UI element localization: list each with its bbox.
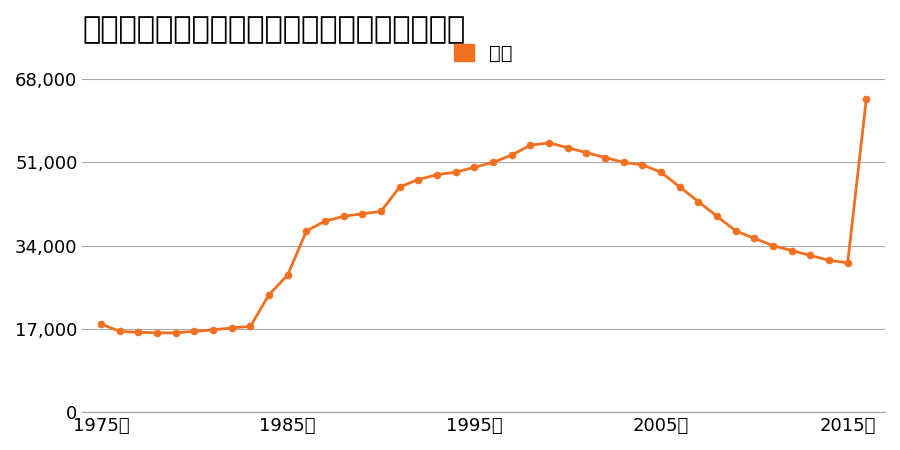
Legend: 価格: 価格 bbox=[446, 36, 521, 71]
Text: 宮城県名取市閖上字新町裏１１２番の地価推移: 宮城県名取市閖上字新町裏１１２番の地価推移 bbox=[83, 15, 465, 44]
